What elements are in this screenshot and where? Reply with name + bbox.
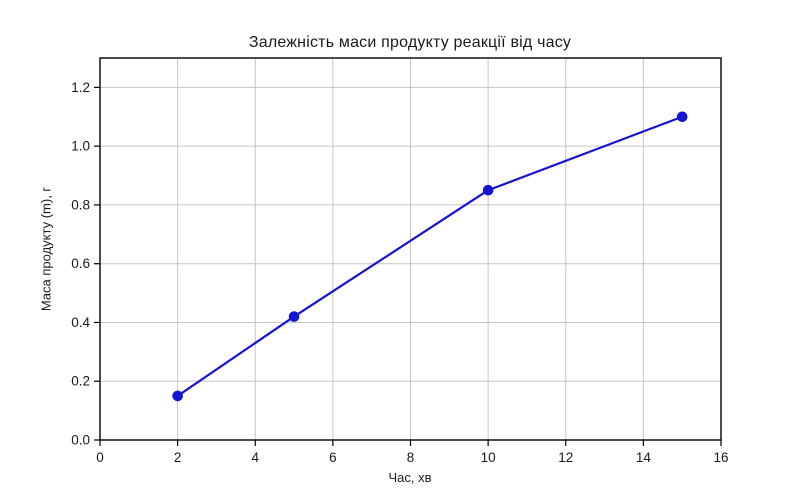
y-tick-label: 0.2 (71, 374, 90, 389)
x-tick-label: 4 (251, 450, 259, 465)
x-tick-label: 0 (96, 450, 104, 465)
x-tick-label: 16 (713, 450, 728, 465)
chart-title: Залежність маси продукту реакції від час… (248, 34, 572, 51)
x-tick-label: 14 (636, 450, 652, 465)
x-tick-label: 8 (407, 450, 415, 465)
x-tick-label: 12 (558, 450, 573, 465)
x-tick-label: 6 (329, 450, 337, 465)
data-point (172, 390, 183, 402)
y-tick-label: 0.8 (71, 197, 90, 212)
data-point (676, 111, 688, 123)
data-point (482, 184, 494, 196)
y-tick-label: 1.2 (71, 80, 90, 95)
y-tick-label: 1.0 (71, 139, 90, 154)
data-line (176, 115, 684, 398)
data-point (288, 311, 300, 322)
y-axis-label: Маса продукту (m), г (38, 186, 54, 312)
x-tick-label: 10 (481, 450, 496, 465)
y-tick-label: 0.6 (71, 256, 90, 271)
x-tick-label: 2 (174, 450, 182, 465)
x-axis-label: Час, хв (388, 470, 432, 485)
y-tick-label: 0.4 (71, 315, 90, 330)
y-tick-label: 0.0 (71, 433, 90, 448)
